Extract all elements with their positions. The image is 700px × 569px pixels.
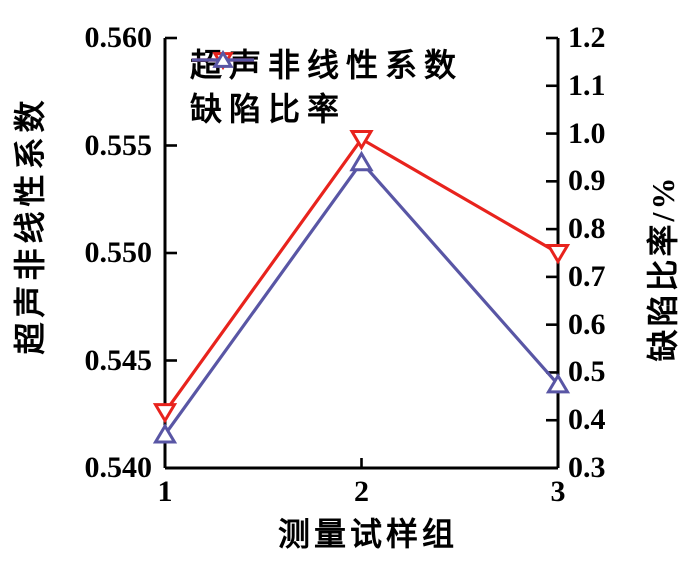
series-line-triangle-down xyxy=(163,136,559,414)
right-axis-tick-label: 0.4 xyxy=(568,403,606,437)
right-axis-tick-label: 1.1 xyxy=(568,68,606,102)
x-axis-tick-label: 1 xyxy=(157,475,173,508)
triangle-down-marker xyxy=(349,130,374,151)
right-axis-tick-label: 1.2 xyxy=(568,21,606,54)
triangle-down-marker xyxy=(152,403,178,424)
triangle-up-marker xyxy=(545,372,571,394)
series-line-triangle-up xyxy=(163,159,560,436)
right-axis-tick-label: 0.5 xyxy=(568,355,606,389)
legend-entry: 缺陷比率 xyxy=(190,49,463,127)
legend: 超声非线性系数 缺陷比率 xyxy=(190,46,463,127)
right-axis-tick-label: 0.7 xyxy=(568,259,606,293)
legend-entry-label: 超声非线性系数 xyxy=(190,47,464,83)
right-axis-tick-label: 0.6 xyxy=(568,307,606,341)
left-axis-tick-label: 0.550 xyxy=(84,236,153,269)
legend-entry-label: 缺陷比率 xyxy=(190,91,347,127)
x-axis-tick-label: 2 xyxy=(354,475,369,508)
right-y-axis-label: 缺陷比率/% xyxy=(645,174,681,362)
triangle-down-marker xyxy=(545,244,571,265)
x-axis-tick-label: 3 xyxy=(550,475,566,508)
left-y-axis-label: 超声非线性系数 xyxy=(12,95,48,355)
triangle-up-marker xyxy=(152,423,178,444)
left-axis-tick-label: 0.560 xyxy=(84,21,153,54)
triangle-up-marker xyxy=(212,49,234,68)
triangle-up-marker xyxy=(349,150,374,172)
left-axis-tick-label: 0.540 xyxy=(84,451,153,484)
right-axis-tick-label: 0.9 xyxy=(568,164,606,198)
x-axis-label: 测量试样组 xyxy=(277,516,459,552)
legend-marker-sample xyxy=(192,49,254,68)
right-axis-tick-label: 0.3 xyxy=(568,451,606,484)
right-axis-tick-label: 0.8 xyxy=(568,212,606,246)
right-axis-tick-label: 1.0 xyxy=(568,116,606,150)
left-axis-tick-label: 0.545 xyxy=(84,343,153,377)
left-axis-tick-label: 0.555 xyxy=(84,128,153,162)
